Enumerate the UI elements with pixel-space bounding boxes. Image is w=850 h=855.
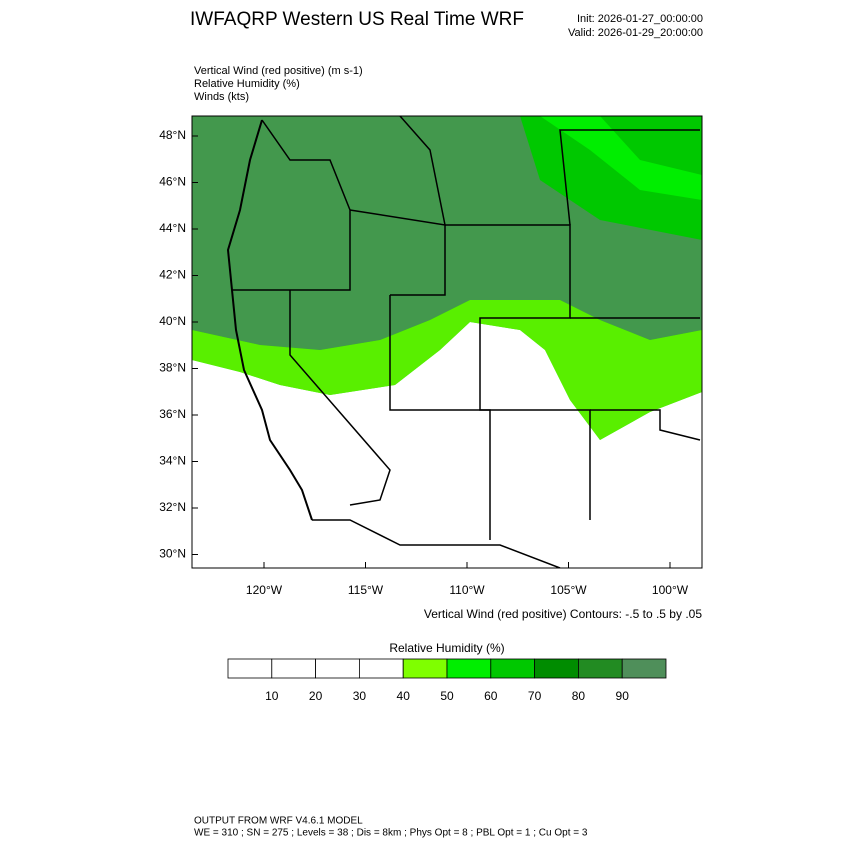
colorbar-box <box>578 658 623 679</box>
colorbar-box <box>446 658 492 679</box>
lon-label: 110°W <box>449 583 485 597</box>
map <box>191 115 703 569</box>
lat-label: 48°N <box>159 128 186 142</box>
colorbar-label: 70 <box>528 689 542 703</box>
lon-label: 120°W <box>246 583 283 597</box>
lat-label: 44°N <box>159 221 186 235</box>
lat-label: 32°N <box>159 500 186 514</box>
field-label: Relative Humidity (%) <box>194 78 300 90</box>
title: IWFAQRP Western US Real Time WRF <box>190 9 524 30</box>
colorbar-label: 20 <box>309 689 323 703</box>
colorbar-box <box>271 658 316 679</box>
footer-line: WE = 310 ; SN = 275 ; Levels = 38 ; Dis … <box>194 828 588 839</box>
colorbar-box <box>534 658 579 679</box>
colorbar-box <box>490 658 535 679</box>
lon-label: 115°W <box>348 583 384 597</box>
colorbar-label: 10 <box>265 689 279 703</box>
lat-label: 36°N <box>159 407 186 421</box>
init-time: Init: 2026-01-27_00:00:00 <box>577 13 703 25</box>
colorbar-box <box>358 658 404 679</box>
lat-label: 42°N <box>159 268 186 282</box>
colorbar-label: 40 <box>397 689 411 703</box>
colorbar-label: 90 <box>616 689 630 703</box>
lon-label: 100°W <box>652 583 689 597</box>
colorbar-box <box>315 658 360 679</box>
lat-label: 40°N <box>159 314 186 328</box>
colorbar-label: 60 <box>484 689 498 703</box>
colorbar-box <box>402 658 448 679</box>
lon-label: 105°W <box>550 583 587 597</box>
lat-label: 34°N <box>159 454 186 468</box>
colorbar-title: Relative Humidity (%) <box>389 641 504 655</box>
colorbar-box <box>621 658 667 679</box>
lat-label: 46°N <box>159 175 186 189</box>
colorbar-box <box>227 658 273 679</box>
colorbar-label: 50 <box>440 689 454 703</box>
colorbar-label: 30 <box>353 689 367 703</box>
field-label: Vertical Wind (red positive) (m s-1) <box>194 65 363 77</box>
contour-note: Vertical Wind (red positive) Contours: -… <box>424 607 702 621</box>
lat-label: 38°N <box>159 361 186 375</box>
footer-line: OUTPUT FROM WRF V4.6.1 MODEL <box>194 816 363 827</box>
colorbar-label: 80 <box>572 689 586 703</box>
field-label: Winds (kts) <box>194 91 249 103</box>
lat-label: 30°N <box>159 547 186 561</box>
valid-time: Valid: 2026-01-29_20:00:00 <box>568 27 703 39</box>
